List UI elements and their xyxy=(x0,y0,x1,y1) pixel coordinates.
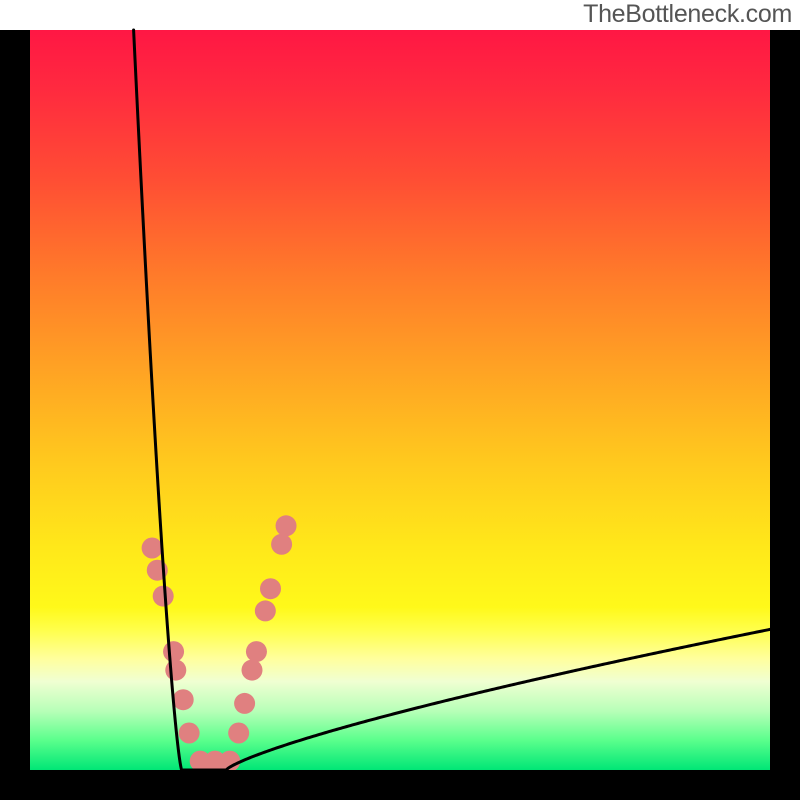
data-dot xyxy=(165,660,186,681)
data-dot xyxy=(271,534,292,555)
gradient-background xyxy=(30,30,770,770)
data-dot xyxy=(260,578,281,599)
data-dot xyxy=(276,515,297,536)
data-dot xyxy=(242,660,263,681)
data-dot xyxy=(246,641,267,662)
data-dot xyxy=(179,723,200,744)
data-dot xyxy=(163,641,184,662)
data-dot xyxy=(255,600,276,621)
data-dot xyxy=(153,586,174,607)
data-dot xyxy=(142,538,163,559)
data-dot xyxy=(173,689,194,710)
data-dot xyxy=(234,693,255,714)
bottleneck-chart xyxy=(0,0,800,800)
watermark-text: TheBottleneck.com xyxy=(583,0,792,29)
data-dot xyxy=(228,723,249,744)
